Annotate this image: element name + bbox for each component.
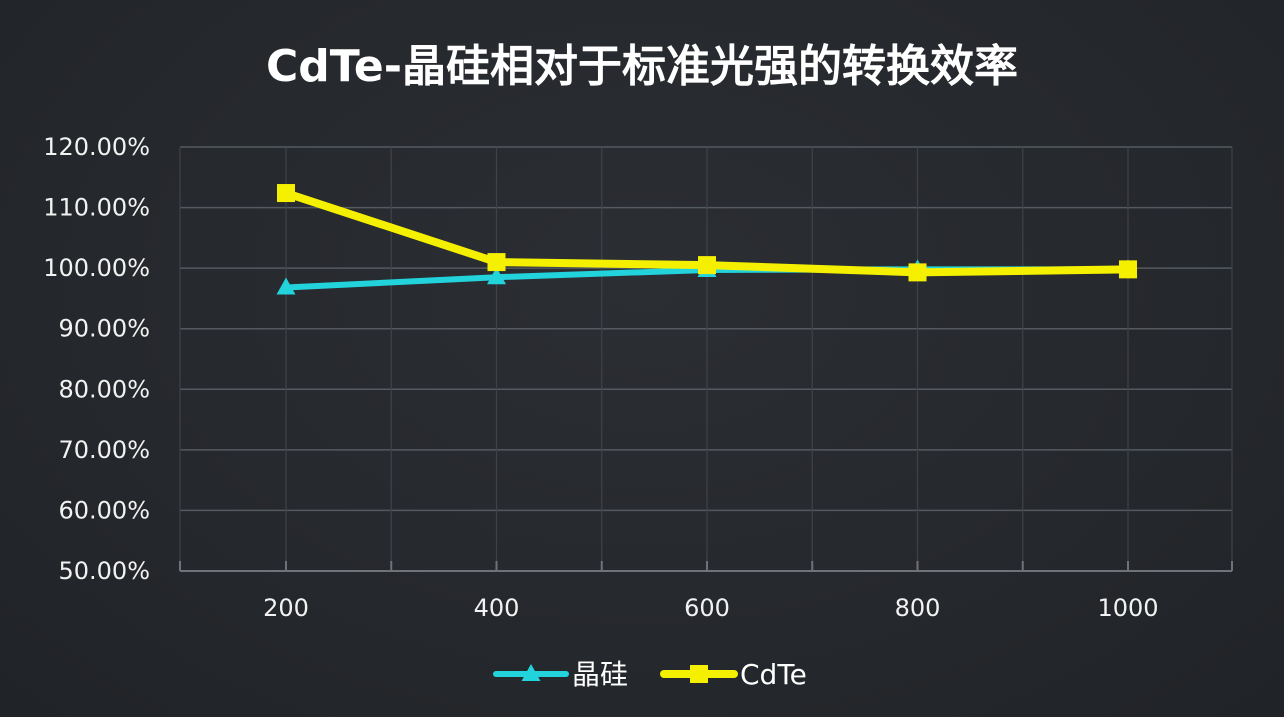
y-tick-label: 110.00% (43, 194, 150, 222)
y-tick-label: 80.00% (58, 375, 150, 403)
y-tick-label: 50.00% (58, 557, 150, 585)
y-tick-label: 70.00% (58, 436, 150, 464)
x-tick-label: 800 (895, 594, 941, 622)
data-point-square (277, 184, 295, 203)
data-point-square (698, 256, 716, 275)
y-tick-label: 60.00% (58, 496, 150, 524)
legend-label: CdTe (740, 658, 807, 691)
data-point-square (1119, 260, 1137, 279)
x-tick-label: 1000 (1097, 594, 1158, 622)
x-tick-label: 200 (263, 594, 309, 622)
y-tick-label: 100.00% (43, 254, 150, 282)
y-tick-label: 120.00% (43, 133, 150, 161)
x-tick-label: 400 (474, 594, 520, 622)
y-tick-label: 90.00% (58, 315, 150, 343)
data-point-triangle (487, 267, 506, 285)
legend-marker-square (690, 665, 708, 683)
data-point-triangle (276, 277, 296, 295)
legend-marker-triangle (521, 664, 541, 681)
x-tick-label: 600 (684, 594, 730, 622)
chart-title: CdTe-晶硅相对于标准光强的转换效率 (265, 41, 1019, 92)
data-point-square (908, 263, 927, 282)
data-point-square (487, 253, 506, 272)
legend-label: 晶硅 (572, 658, 628, 691)
